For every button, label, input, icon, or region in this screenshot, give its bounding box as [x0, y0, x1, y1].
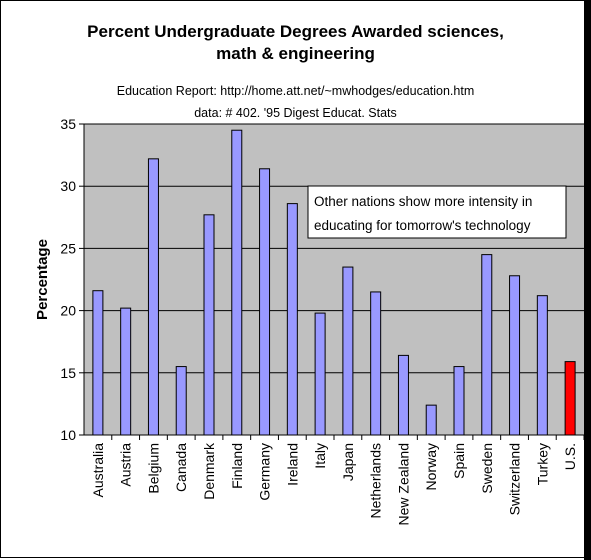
x-tick-label: Japan	[340, 443, 356, 481]
y-tick-label: 35	[60, 116, 76, 132]
y-tick-label: 15	[60, 365, 76, 381]
x-tick-label: Turkey	[534, 443, 550, 485]
bar	[565, 362, 575, 435]
bar	[482, 255, 492, 435]
bar	[371, 292, 381, 435]
annotation-line2: educating for tomorrow's technology	[314, 218, 531, 233]
x-tick-label: Italy	[312, 443, 328, 469]
bar	[315, 313, 325, 435]
x-tick-label: Canada	[173, 443, 189, 492]
y-axis-label: Percentage	[34, 239, 51, 320]
x-tick-label: Finland	[229, 443, 245, 489]
y-tick-label: 20	[60, 303, 76, 319]
bar	[343, 267, 353, 435]
x-tick-label: Belgium	[145, 443, 161, 494]
bar	[454, 367, 464, 435]
x-tick-label: Spain	[451, 443, 467, 479]
x-tick-label: New Zealand	[395, 443, 411, 526]
bar	[260, 169, 270, 435]
bar	[537, 296, 547, 435]
x-tick-label: Sweden	[479, 443, 495, 494]
annotation-line1: Other nations show more intensity in	[314, 194, 532, 209]
bar	[148, 159, 158, 435]
x-tick-label: Norway	[423, 443, 439, 490]
x-tick-label: Austria	[118, 443, 134, 487]
x-tick-label: U.S.	[562, 443, 578, 470]
x-tick-label: Netherlands	[368, 443, 384, 519]
bar	[121, 308, 131, 435]
plot-area	[84, 124, 584, 435]
y-tick-label: 30	[60, 178, 76, 194]
x-tick-label: Denmark	[201, 442, 217, 500]
bar	[204, 215, 214, 435]
bar	[426, 405, 436, 435]
y-tick-label: 25	[60, 240, 76, 256]
bar	[398, 355, 408, 435]
bar	[510, 276, 520, 435]
x-tick-label: Germany	[257, 443, 273, 501]
bar	[232, 130, 242, 435]
x-tick-label: Ireland	[284, 443, 300, 486]
y-tick-label: 10	[60, 427, 76, 443]
x-tick-label: Switzerland	[507, 443, 523, 515]
bar	[287, 204, 297, 435]
bar	[176, 367, 186, 435]
x-tick-label: Australia	[90, 443, 106, 498]
bar	[93, 291, 103, 435]
